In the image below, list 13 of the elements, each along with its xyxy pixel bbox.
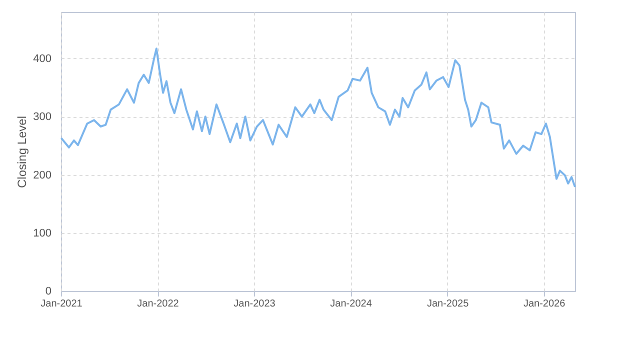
x-tick-label: Jan-2023	[234, 298, 276, 310]
y-axis-title: Closing Level	[15, 116, 30, 188]
x-tick-label: Jan-2021	[40, 298, 83, 310]
line-series	[60, 48, 576, 188]
x-tick-label: Jan-2022	[137, 298, 180, 310]
y-tick-label: 300	[33, 111, 52, 124]
y-tick-label: 200	[33, 169, 52, 182]
y-tick-label: 0	[45, 286, 52, 298]
y-tick-label: 400	[33, 53, 52, 65]
y-tick-label: 100	[33, 227, 52, 240]
x-tick-label: Jan-2024	[330, 298, 372, 310]
x-tick-label: Jan-2025	[426, 298, 470, 310]
x-tick-label: Jan-2026	[523, 298, 566, 310]
